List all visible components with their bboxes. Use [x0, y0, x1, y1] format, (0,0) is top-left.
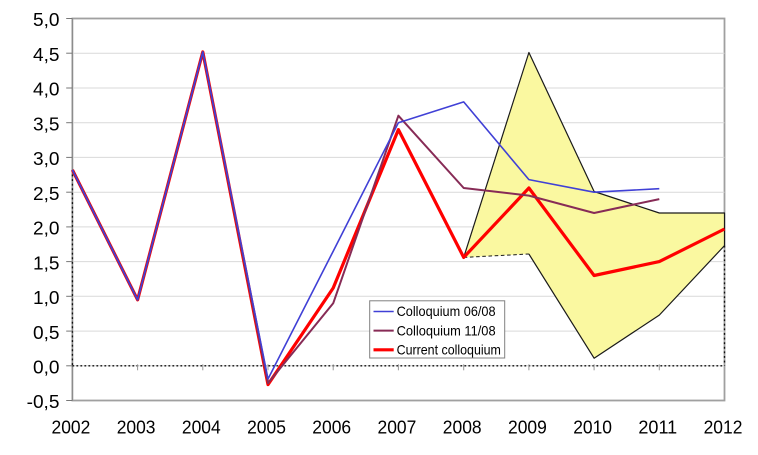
- svg-text:2012: 2012: [704, 417, 743, 437]
- svg-text:2,5: 2,5: [33, 184, 60, 204]
- svg-text:-0,5: -0,5: [27, 392, 60, 412]
- svg-text:2009: 2009: [508, 417, 547, 437]
- svg-text:2008: 2008: [443, 417, 482, 437]
- svg-text:Colloquium 11/08: Colloquium 11/08: [397, 322, 496, 338]
- svg-text:4,0: 4,0: [33, 80, 60, 100]
- svg-text:2011: 2011: [638, 417, 677, 437]
- svg-text:3,5: 3,5: [33, 114, 60, 134]
- svg-text:5,0: 5,0: [33, 10, 60, 30]
- svg-text:1,5: 1,5: [33, 253, 60, 273]
- svg-text:2,0: 2,0: [33, 219, 60, 239]
- svg-text:0,0: 0,0: [33, 358, 60, 378]
- svg-text:1,0: 1,0: [33, 288, 60, 308]
- svg-text:2007: 2007: [378, 417, 417, 437]
- svg-text:4,5: 4,5: [33, 45, 60, 65]
- svg-text:2004: 2004: [182, 417, 221, 437]
- svg-text:2005: 2005: [247, 417, 286, 437]
- svg-text:Colloquium 06/08: Colloquium 06/08: [397, 303, 496, 319]
- svg-text:3,0: 3,0: [33, 149, 60, 169]
- svg-text:2003: 2003: [117, 417, 156, 437]
- svg-text:2006: 2006: [312, 417, 351, 437]
- svg-text:0,5: 0,5: [33, 323, 60, 343]
- svg-text:2010: 2010: [573, 417, 612, 437]
- svg-text:2002: 2002: [52, 417, 91, 437]
- svg-text:Current colloquium: Current colloquium: [397, 342, 501, 358]
